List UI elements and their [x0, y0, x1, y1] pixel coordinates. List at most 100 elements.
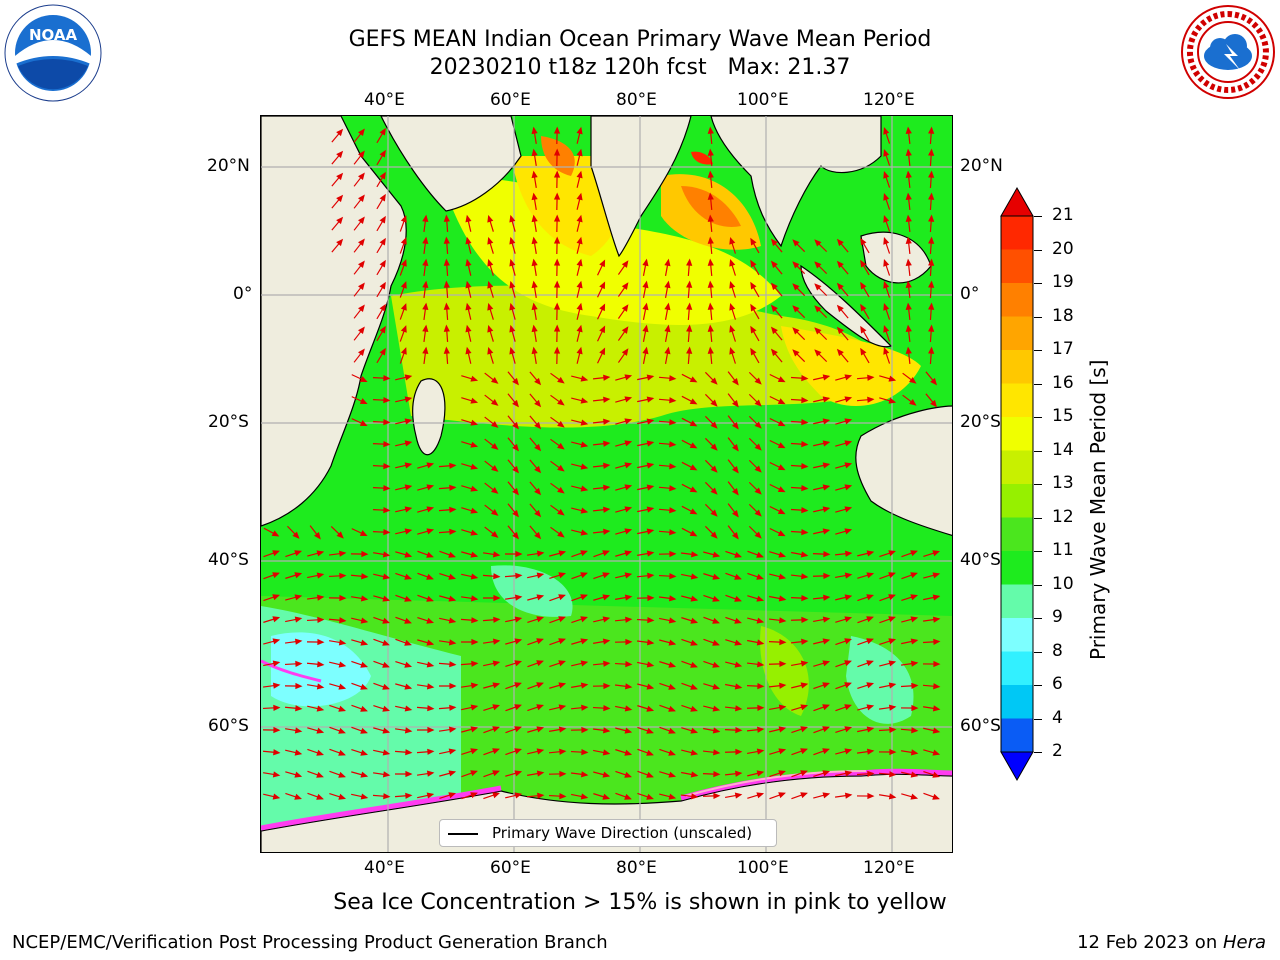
- wave-arrow-head: [379, 149, 386, 158]
- wave-arrow-head: [710, 487, 718, 495]
- wave-arrow-head: [603, 682, 611, 690]
- wave-arrow-head: [686, 324, 693, 332]
- wave-arrow-head: [860, 325, 867, 334]
- wave-arrow-head: [734, 639, 743, 646]
- wave-arrow-head: [801, 507, 809, 514]
- colorbar-min-extend: [1000, 751, 1034, 782]
- wave-arrow-head: [707, 148, 714, 156]
- wave-arrow-head: [822, 616, 831, 623]
- wave-arrow-head: [801, 573, 809, 580]
- wave-arrow-head: [646, 793, 654, 800]
- wave-arrow-head: [383, 485, 391, 492]
- colorbar-tick-mark: [1034, 216, 1042, 217]
- wave-arrow-head: [603, 506, 611, 513]
- colorbar-segment: [1001, 551, 1033, 585]
- wave-arrow-head: [602, 616, 611, 623]
- wave-arrow-head: [531, 170, 538, 179]
- wave-arrow-head: [866, 638, 874, 645]
- wave-arrow-head: [707, 280, 714, 288]
- wave-arrow-head: [729, 280, 736, 289]
- wave-arrow-head: [844, 484, 853, 491]
- wave-arrow-head: [557, 420, 565, 428]
- wave-arrow-head: [602, 793, 611, 800]
- wave-arrow-head: [512, 443, 519, 452]
- wave-arrow-head: [470, 441, 479, 448]
- wave-arrow-head: [642, 258, 649, 267]
- wave-arrow-head: [404, 396, 413, 403]
- wave-arrow-head: [400, 259, 407, 267]
- wave-arrow-head: [400, 215, 407, 223]
- wave-arrow-head: [576, 258, 583, 267]
- wave-arrow-head: [514, 660, 523, 667]
- wave-arrow-head: [689, 420, 698, 427]
- wave-arrow-head: [778, 595, 787, 602]
- wave-arrow-head: [690, 573, 699, 580]
- wave-arrow-head: [731, 487, 739, 496]
- wave-arrow-head: [668, 727, 676, 734]
- wave-arrow-head: [599, 281, 606, 290]
- wave-arrow-head: [844, 682, 852, 689]
- wave-arrow-head: [844, 462, 853, 469]
- wave-arrow-head: [734, 617, 742, 624]
- wave-arrow-head: [514, 594, 523, 601]
- wave-arrow-head: [669, 375, 677, 382]
- wave-arrow-head: [905, 258, 912, 266]
- wave-arrow-head: [713, 770, 721, 778]
- wave-arrow-head: [358, 348, 365, 357]
- wave-arrow-head: [624, 749, 633, 756]
- wave-arrow-head: [272, 771, 281, 778]
- wave-arrow-head: [823, 572, 831, 580]
- wave-arrow-head: [599, 347, 606, 356]
- wave-arrow-head: [625, 616, 633, 623]
- wave-arrow-head: [405, 749, 413, 756]
- wave-arrow-head: [731, 399, 739, 408]
- colorbar-tick-label: 20: [1052, 238, 1074, 259]
- wave-arrow-head: [557, 442, 565, 450]
- wave-arrow-head: [576, 280, 583, 289]
- colorbar-segment: [1001, 283, 1033, 317]
- wave-arrow-head: [465, 258, 472, 267]
- wave-arrow-head: [490, 443, 499, 450]
- wave-arrow-head: [754, 377, 762, 385]
- wave-arrow-head: [792, 283, 800, 291]
- wave-arrow-head: [712, 573, 721, 580]
- wave-arrow-head: [470, 529, 479, 536]
- bottom-lon-tick: 40°E: [364, 858, 405, 878]
- colorbar-tick-mark: [1034, 283, 1042, 284]
- wave-arrow-head: [493, 594, 501, 602]
- footer-branch: NCEP/EMC/Verification Post Processing Pr…: [12, 932, 608, 953]
- wave-arrow-head: [731, 509, 739, 518]
- wave-arrow-head: [647, 617, 655, 624]
- wave-arrow-head: [426, 595, 434, 602]
- wave-arrow-head: [382, 551, 391, 558]
- wave-arrow-head: [668, 661, 677, 668]
- wave-arrow-head: [905, 280, 912, 288]
- colorbar-tick-mark: [1034, 752, 1042, 753]
- wave-arrow-head: [580, 594, 588, 601]
- wave-arrow-head: [514, 748, 523, 755]
- wave-arrow-head: [932, 771, 941, 778]
- wave-arrow-head: [686, 302, 693, 310]
- wave-arrow-head: [448, 770, 457, 777]
- wave-arrow-head: [712, 705, 721, 712]
- wave-arrow-head: [382, 727, 391, 734]
- wave-arrow-head: [836, 304, 844, 313]
- wave-arrow-head: [603, 528, 611, 535]
- wave-arrow-head: [492, 551, 501, 558]
- wave-arrow-head: [448, 551, 456, 558]
- wave-arrow-head: [669, 550, 677, 558]
- wave-arrow-head: [779, 682, 787, 689]
- wave-arrow-head: [426, 573, 434, 580]
- wave-arrow-head: [580, 463, 589, 470]
- wave-arrow-head: [470, 397, 479, 404]
- wave-arrow-head: [382, 749, 391, 756]
- wave-arrow-head: [867, 770, 875, 777]
- graticule: [261, 116, 952, 852]
- wave-arrow-head: [646, 749, 654, 756]
- colorbar-tick-mark: [1034, 718, 1042, 720]
- wave-arrow-head: [756, 551, 764, 558]
- left-lat-tick: 20°S: [208, 412, 249, 432]
- wave-arrow-head: [383, 441, 391, 448]
- wave-arrow-head: [405, 770, 413, 778]
- colorbar-tick-mark: [1034, 450, 1042, 452]
